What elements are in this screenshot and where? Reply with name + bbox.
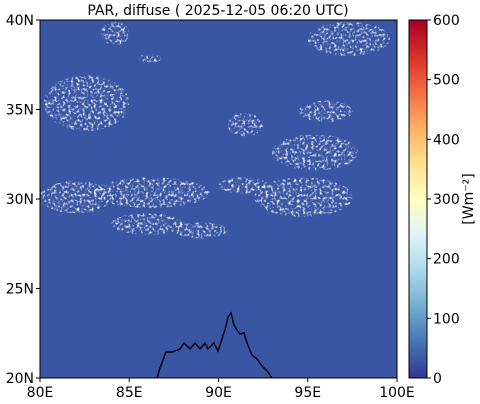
- colorbar-tick-label: 0: [433, 371, 442, 387]
- y-axis: 20N 25N 30N 35N 40N: [6, 13, 40, 387]
- cloud-band: [272, 134, 358, 171]
- cloud-band: [298, 100, 353, 123]
- x-axis: 80E 85E 90E 95E 100E: [27, 378, 415, 401]
- cloud-band: [43, 75, 130, 131]
- colorbar-label: [Wm⁻²]: [461, 173, 477, 224]
- cloud-band: [218, 177, 269, 194]
- y-tick-label: 25N: [6, 282, 34, 298]
- colorbar-tick-label: 600: [433, 13, 460, 29]
- y-tick-label: 40N: [6, 13, 34, 29]
- coastline: [156, 311, 273, 378]
- x-tick-label: 80E: [27, 385, 54, 401]
- cloud-band: [100, 21, 130, 46]
- colorbar-tick-label: 200: [433, 252, 460, 268]
- y-tick-label: 30N: [6, 192, 34, 208]
- colorbar-ticks: 0 100 200 300 400 500 600: [427, 13, 460, 387]
- x-tick-label: 100E: [379, 385, 415, 401]
- cloud-band: [254, 177, 353, 217]
- colorbar-tick-label: 400: [433, 132, 460, 148]
- y-tick-label: 35N: [6, 103, 34, 119]
- map-title: PAR, diffuse ( 2025-12-05 06:20 UTC): [87, 3, 348, 19]
- cloud-band: [111, 213, 183, 235]
- cloud-field: [40, 21, 390, 239]
- x-tick-label: 90E: [205, 385, 232, 401]
- x-tick-label: 85E: [116, 385, 143, 401]
- cloud-band: [138, 54, 162, 63]
- x-tick-label: 95E: [294, 385, 321, 401]
- colorbar-tick-label: 500: [433, 73, 460, 89]
- colorbar-gradient: [408, 19, 428, 379]
- cloud-band: [227, 113, 264, 137]
- colorbar-tick-label: 300: [433, 192, 460, 208]
- cloud-band: [93, 177, 210, 208]
- colorbar-tick-label: 100: [433, 311, 460, 327]
- colorbar: 0 100 200 300 400 500 600 [Wm⁻²]: [408, 13, 477, 387]
- y-tick-label: 20N: [6, 371, 34, 387]
- cloud-band: [40, 181, 112, 214]
- cloud-band: [173, 222, 228, 239]
- map-panel: [39, 19, 398, 379]
- cloud-band: [307, 21, 390, 56]
